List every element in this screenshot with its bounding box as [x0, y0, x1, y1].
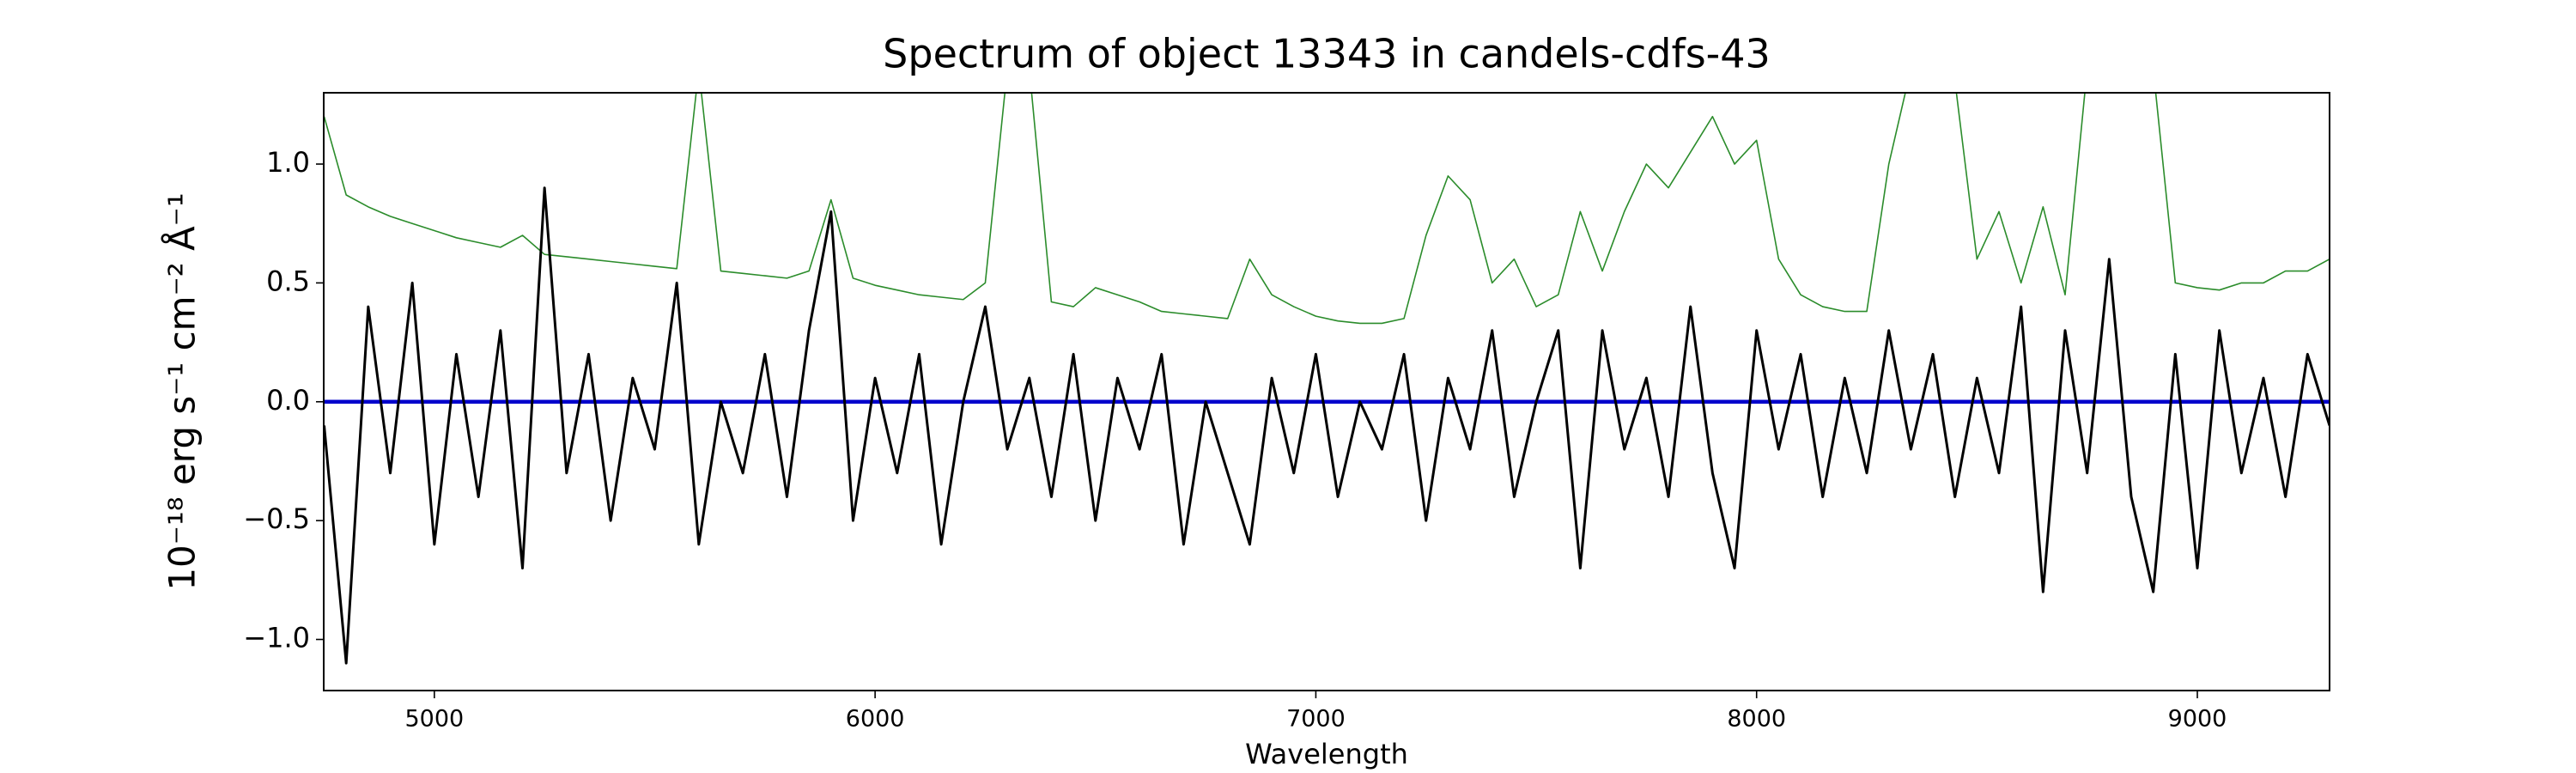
y-tick-label: 0.5	[266, 265, 310, 297]
x-axis-label: Wavelength	[1245, 738, 1408, 770]
chart-title: Spectrum of object 13343 in candels-cdfs…	[883, 31, 1771, 77]
x-tick-label: 9000	[2168, 706, 2227, 733]
x-tick-label: 8000	[1727, 706, 1786, 733]
y-tick-label: −1.0	[243, 622, 310, 654]
y-tick-label: −0.5	[243, 502, 310, 535]
plot-area	[324, 93, 2330, 665]
spectrum-line	[324, 186, 2330, 665]
y-axis-label: 10⁻¹⁸ erg s⁻¹ cm⁻² Å⁻¹	[161, 192, 204, 590]
x-tick-label: 7000	[1286, 706, 1346, 733]
spectrum-line	[324, 93, 2330, 325]
plot-frame	[323, 92, 2330, 691]
x-tick-label: 5000	[404, 706, 464, 733]
x-tick-label: 6000	[846, 706, 905, 733]
y-tick-label: 0.0	[266, 384, 310, 417]
y-tick-label: 1.0	[266, 146, 310, 179]
